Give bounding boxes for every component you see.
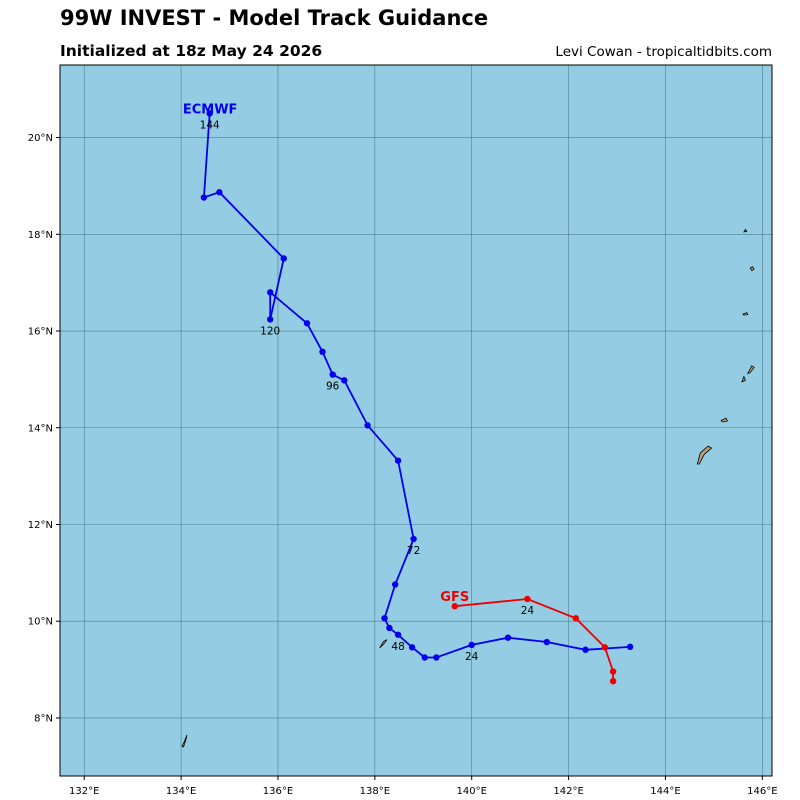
island-2 — [696, 445, 713, 465]
ecmwf-track-point-13 — [394, 457, 402, 464]
gfs-track-point-1 — [609, 668, 617, 675]
page-title: 99W INVEST - Model Track Guidance — [60, 6, 489, 30]
ecmwf-hour-label-4: 120 — [260, 325, 280, 337]
ecmwf-track-point-19 — [267, 289, 274, 296]
land-masses — [181, 228, 755, 748]
ecmwf-track-point-21 — [280, 255, 287, 262]
ecmwf-track-point-9 — [386, 624, 393, 632]
ocean-background — [60, 65, 772, 776]
axis-ticks: 132°E 134°E 136°E 138°E 140°E 142°E 144°E 146°E… — [28, 133, 778, 797]
lat-tick-label-5: 18°N — [28, 230, 53, 241]
ecmwf-track-point-24 — [206, 110, 213, 117]
ecmwf-track-point-14 — [364, 422, 371, 429]
gfs-hour-label-0: 24 — [521, 605, 535, 617]
lon-tick-label-2: 136°E — [263, 786, 293, 797]
ecmwf-hour-label-1: 48 — [391, 641, 404, 653]
lon-tick-label-1: 134°E — [166, 786, 196, 797]
island-7 — [749, 266, 755, 272]
island-6 — [742, 312, 749, 316]
island-4 — [741, 375, 746, 383]
ecmwf-track-point-17 — [319, 348, 326, 356]
lat-lon-grid — [60, 65, 772, 776]
map-frame — [59, 64, 773, 777]
ecmwf-track-point-0 — [626, 643, 634, 651]
ecmwf-track-point-16 — [329, 371, 336, 378]
gfs-model-label: GFS — [440, 590, 469, 605]
ecmwf-hour-label-0: 24 — [465, 651, 479, 663]
island-8 — [743, 228, 748, 233]
ecmwf-track-point-10 — [381, 615, 388, 622]
ecmwf-track-point-23 — [200, 194, 208, 201]
credit-text: Levi Cowan - tropicaltidbits.com — [555, 44, 772, 60]
gfs-track-point-0 — [609, 678, 617, 685]
island-3 — [720, 417, 728, 423]
ecmwf-track-point-8 — [394, 631, 402, 638]
lon-tick-label-5: 142°E — [553, 786, 583, 797]
ecmwf-track-point-5 — [433, 654, 440, 661]
ecmwf-track-point-2 — [543, 638, 550, 646]
gfs-track-point-4 — [524, 595, 531, 603]
lat-tick-label-1: 10°N — [28, 617, 53, 628]
ecmwf-track-point-18 — [303, 320, 311, 327]
ecmwf-track-point-11 — [391, 581, 399, 588]
lat-tick-label-3: 14°N — [28, 423, 53, 434]
init-time-subtitle: Initialized at 18z May 24 2026 — [60, 42, 323, 60]
lat-tick-label-2: 12°N — [28, 520, 53, 531]
ecmwf-hour-label-2: 72 — [407, 545, 420, 557]
ecmwf-track-point-3 — [504, 634, 512, 641]
lat-tick-label-6: 20°N — [28, 133, 53, 144]
gfs-track-point-2 — [601, 644, 609, 651]
ecmwf-hour-label-3: 96 — [326, 381, 340, 393]
island-5 — [746, 365, 755, 375]
ecmwf-track-point-4 — [468, 641, 475, 649]
lat-tick-label-4: 16°N — [28, 327, 53, 338]
ecmwf-model-label: ECMWF — [183, 103, 238, 118]
ecmwf-hour-label-5: 144 — [200, 119, 220, 131]
lat-tick-label-0: 8°N — [34, 713, 53, 724]
ecmwf-track-point-12 — [410, 535, 417, 543]
lon-tick-label-0: 132°E — [69, 786, 99, 797]
ecmwf-track-point-15 — [341, 377, 348, 384]
ecmwf-track-point-20 — [267, 316, 274, 323]
ecmwf-track-point-6 — [421, 654, 428, 661]
ecmwf-track-point-22 — [216, 189, 223, 196]
lon-tick-label-3: 138°E — [360, 786, 390, 797]
ecmwf-track-point-7 — [408, 644, 416, 651]
gfs-track-point-5 — [451, 603, 458, 610]
lon-tick-label-4: 140°E — [456, 786, 486, 797]
lon-tick-label-6: 144°E — [650, 786, 680, 797]
island-0 — [181, 734, 188, 748]
ecmwf-track-point-1 — [582, 646, 589, 653]
gfs-track-point-3 — [572, 615, 580, 622]
lon-tick-label-7: 146°E — [747, 786, 777, 797]
island-1 — [379, 639, 388, 649]
